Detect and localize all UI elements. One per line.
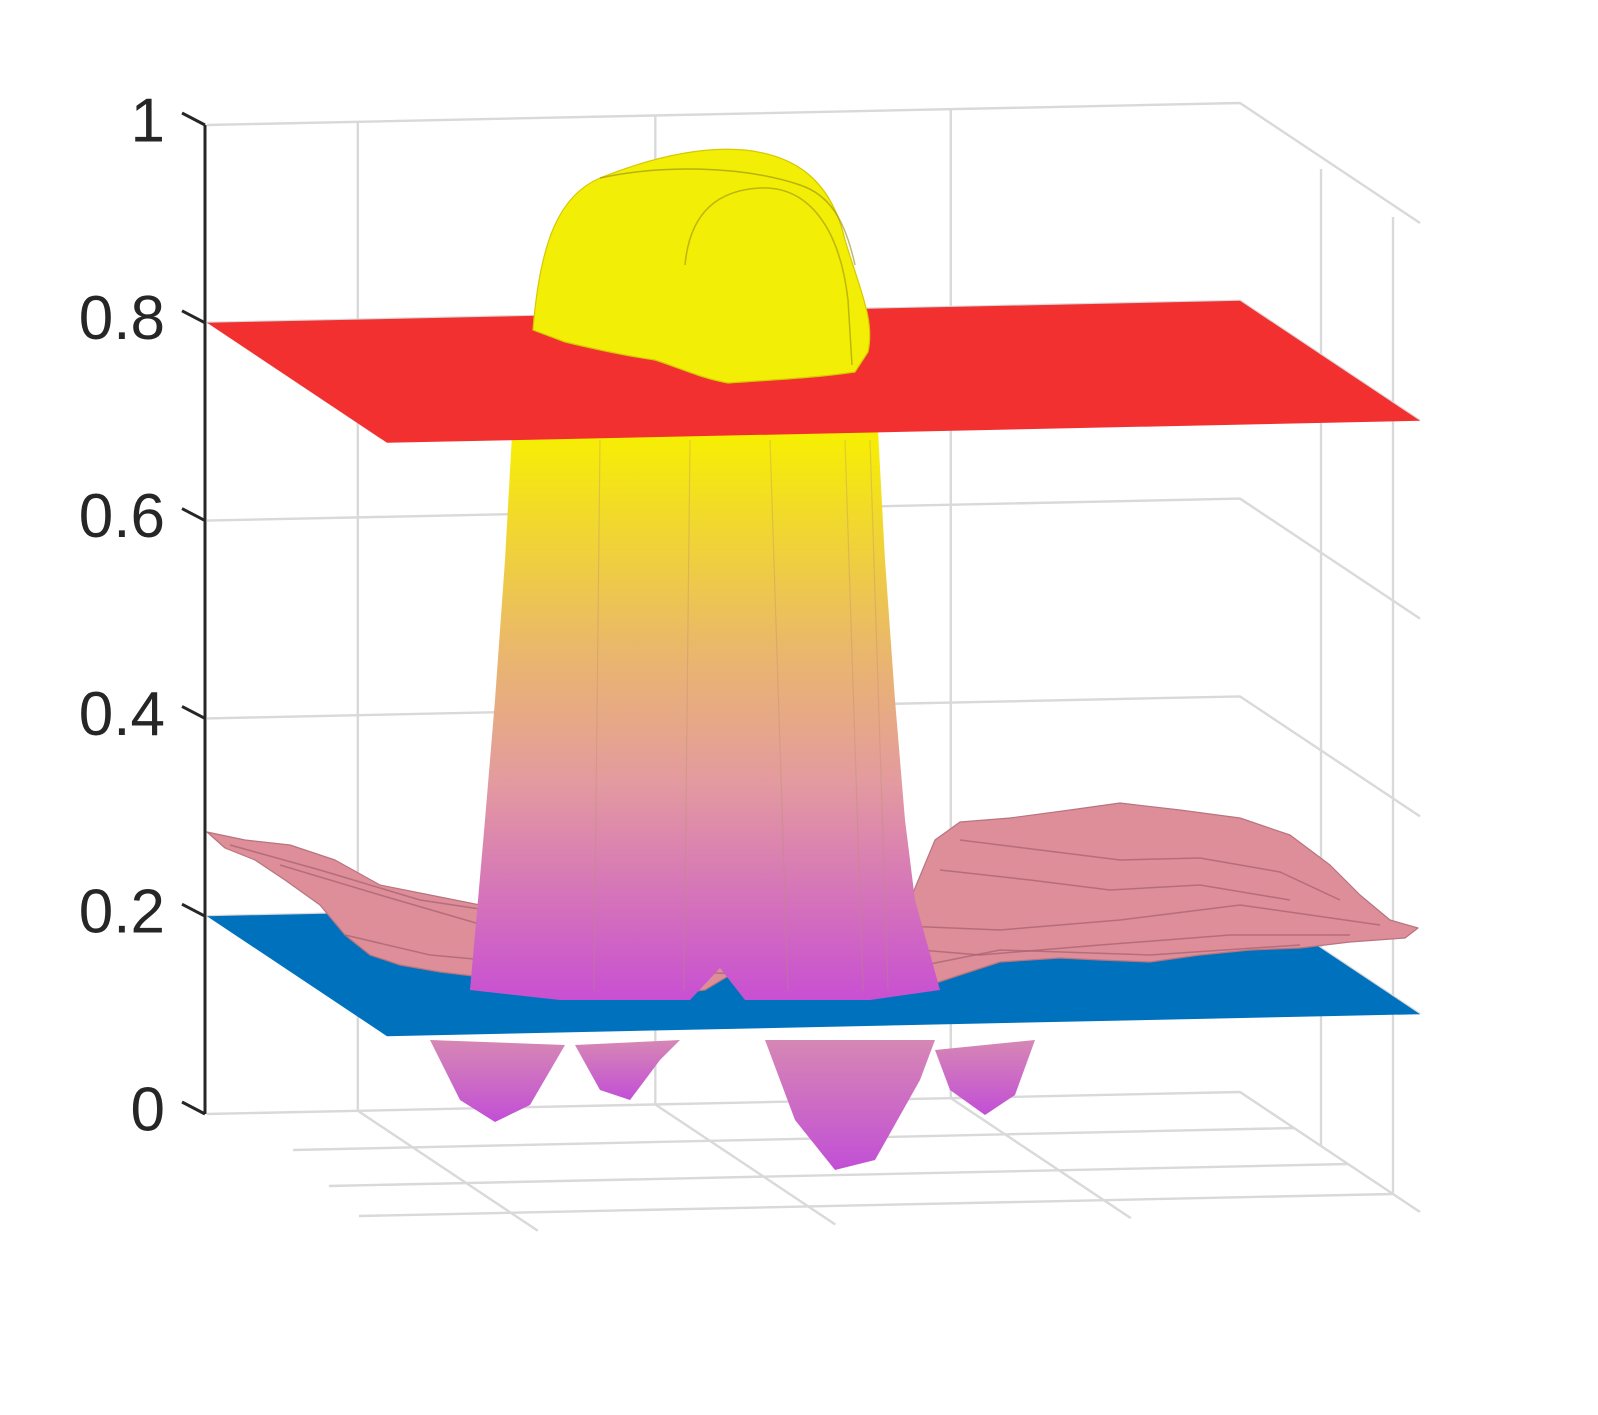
bell-column <box>470 430 940 1000</box>
bell-streak-2 <box>769 439 789 991</box>
back-surface <box>430 1040 1035 1170</box>
cap-ridge-2 <box>684 187 853 366</box>
bell-streak-3 <box>844 439 864 991</box>
grid-line-floor-y-2 <box>950 1097 1132 1220</box>
z-tick-mark-1 <box>181 902 206 918</box>
grid-line-floor-y-0 <box>357 1109 539 1232</box>
z-tick-label-3: 0.6 <box>79 482 165 551</box>
grid-line-z-0 <box>206 1090 1421 1213</box>
grid-line-floor-x-2 <box>358 1192 1394 1218</box>
grid-line-z-5 <box>206 101 1421 224</box>
surface-dip-1 <box>575 1040 680 1100</box>
z-tick-label-5: 1 <box>131 86 165 155</box>
z-tick-mark-0 <box>181 1100 206 1116</box>
surface-dip-3 <box>935 1040 1035 1115</box>
grid-line-floor-x-1 <box>328 1162 1349 1188</box>
bell-surface <box>470 430 940 1000</box>
bell-streak-4 <box>869 439 889 991</box>
surface-dip-0 <box>430 1040 565 1122</box>
z-axis: 0 0.2 0.4 0.6 0.8 1 <box>79 86 207 1144</box>
z-tick-label-4: 0.8 <box>79 284 165 353</box>
bell-cap <box>532 148 871 384</box>
z-tick-label-2: 0.4 <box>79 680 165 749</box>
cap-ridge-1 <box>599 168 856 266</box>
bell-streak-1 <box>683 439 691 991</box>
bell-streak-0 <box>593 439 601 991</box>
noisy-ridge-3 <box>939 869 1291 901</box>
z-tick-label-0: 0 <box>131 1075 165 1144</box>
grid-line-floor-y-1 <box>654 1103 836 1226</box>
z-tick-mark-3 <box>181 507 206 522</box>
z-tick-label-1: 0.2 <box>79 878 165 947</box>
z-tick-mark-4 <box>181 309 206 325</box>
z-tick-mark-2 <box>181 705 206 720</box>
grid-line-floor-x-0 <box>292 1126 1295 1152</box>
noisy-ridge-2 <box>959 839 1341 901</box>
z-tick-mark-5 <box>181 111 206 127</box>
surface-dip-2 <box>765 1040 935 1170</box>
